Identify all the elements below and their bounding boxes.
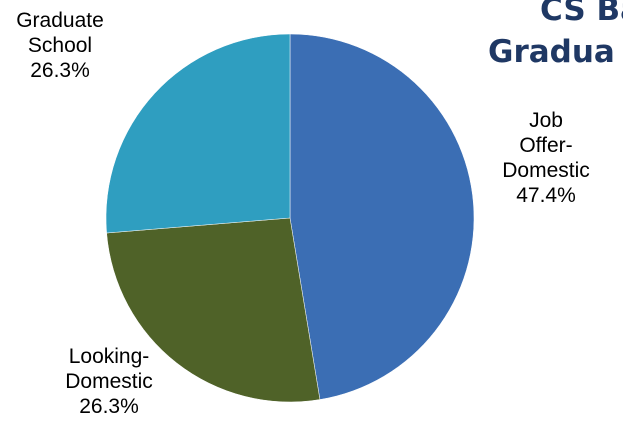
slice-label-line: Job [529, 109, 563, 132]
slice-label-line: Domestic [65, 370, 153, 393]
slice-label-line: Domestic [502, 159, 590, 182]
slice-label-line: Graduate [16, 9, 104, 32]
slice-label-line: Looking- [68, 345, 150, 368]
slice-label-job-offer-domestic: Job Offer- Domestic 47.4% [490, 108, 602, 208]
chart-title-line-1: CS Ba [540, 0, 623, 28]
slice-value-label: 26.3% [30, 59, 90, 82]
slice-value-label: 47.4% [516, 184, 576, 207]
slice-value-label: 26.3% [79, 395, 139, 418]
slice-label-line: School [27, 34, 93, 57]
chart-title-line-2: Gradua [488, 34, 615, 70]
slice-label-line: Offer- [519, 134, 573, 157]
slice-label-looking-domestic: Looking- Domestic 26.3% [40, 344, 178, 419]
pie-slice-graduate-school [105, 33, 291, 234]
pie-slice-job-offer-domestic [289, 33, 475, 400]
pie-slice-looking-domestic [106, 217, 321, 403]
slice-label-graduate-school: Graduate School 26.3% [4, 8, 116, 83]
